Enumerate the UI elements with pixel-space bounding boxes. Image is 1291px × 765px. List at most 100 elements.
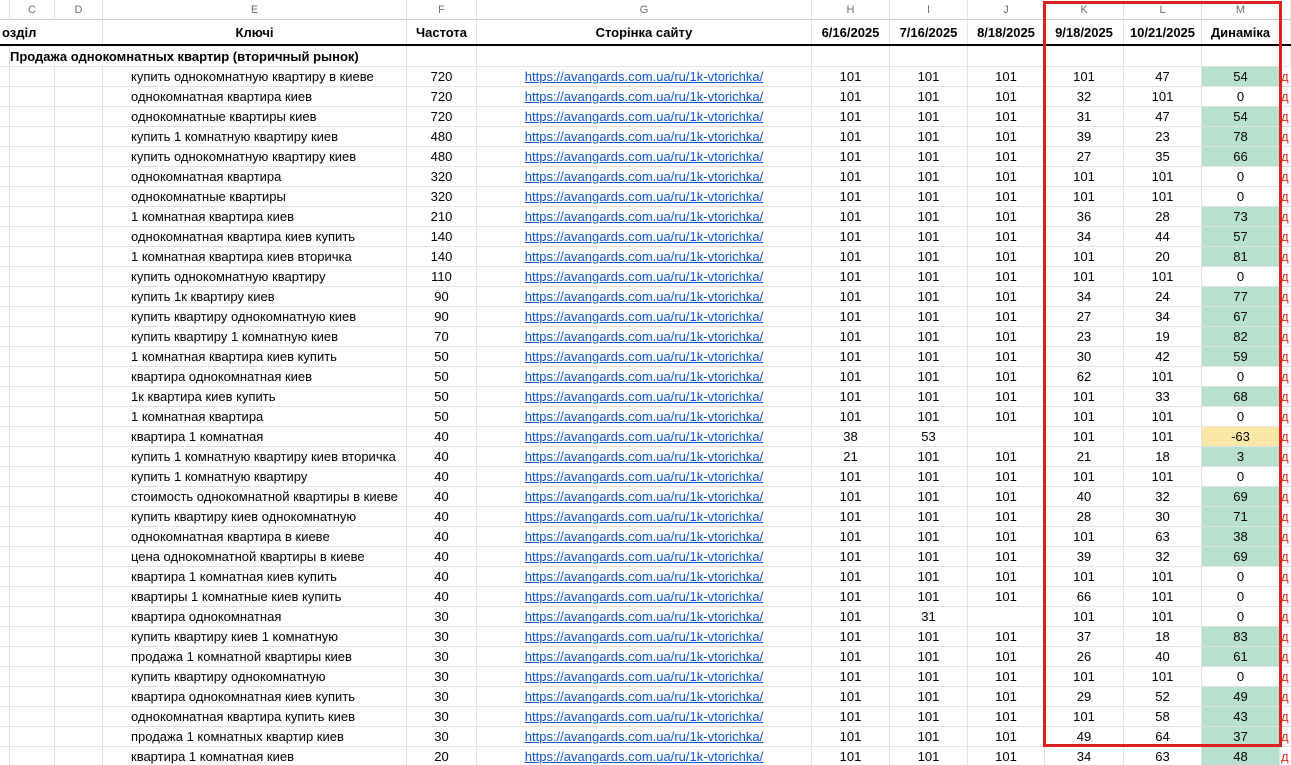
cell-key[interactable]: продажа 1 комнатной квартиры киев	[103, 647, 407, 667]
cell-page[interactable]: https://avangards.com.ua/ru/1k-vtorichka…	[477, 147, 812, 167]
cell-col-b[interactable]	[0, 487, 10, 507]
cell-position-2[interactable]: 101	[968, 627, 1045, 647]
cell-col-b[interactable]	[0, 267, 10, 287]
cell-position-2[interactable]: 101	[968, 107, 1045, 127]
cell-col-c[interactable]	[10, 467, 55, 487]
cell-col-c[interactable]	[10, 707, 55, 727]
cell-position-4[interactable]: 24	[1124, 287, 1202, 307]
cell-col-b[interactable]	[0, 427, 10, 447]
cell-position-3[interactable]: 101	[1045, 707, 1124, 727]
section-empty-cell[interactable]	[407, 46, 477, 67]
cell-position-1[interactable]: 101	[890, 107, 968, 127]
cell-page[interactable]: https://avangards.com.ua/ru/1k-vtorichka…	[477, 487, 812, 507]
cell-position-3[interactable]: 66	[1045, 587, 1124, 607]
cell-dynamics[interactable]: 61	[1202, 647, 1280, 667]
cell-position-4[interactable]: 101	[1124, 467, 1202, 487]
cell-page[interactable]: https://avangards.com.ua/ru/1k-vtorichka…	[477, 227, 812, 247]
cell-position-4[interactable]: 101	[1124, 587, 1202, 607]
cell-position-1[interactable]: 101	[890, 327, 968, 347]
cell-page[interactable]: https://avangards.com.ua/ru/1k-vtorichka…	[477, 387, 812, 407]
cell-position-2[interactable]: 101	[968, 227, 1045, 247]
cell-dynamics[interactable]: 78	[1202, 127, 1280, 147]
cell-position-2[interactable]: 101	[968, 567, 1045, 587]
cell-col-c[interactable]	[10, 207, 55, 227]
cell-frequency[interactable]: 40	[407, 547, 477, 567]
column-letter-I[interactable]: I	[890, 0, 968, 20]
cell-position-2[interactable]: 101	[968, 307, 1045, 327]
cell-key[interactable]: 1 комнатная квартира киев вторичка	[103, 247, 407, 267]
cell-col-d[interactable]	[55, 647, 103, 667]
cell-position-0[interactable]: 101	[812, 707, 890, 727]
cell-position-4[interactable]: 18	[1124, 627, 1202, 647]
cell-dynamics[interactable]: 0	[1202, 567, 1280, 587]
page-link[interactable]: https://avangards.com.ua/ru/1k-vtorichka…	[524, 149, 764, 164]
cell-page[interactable]: https://avangards.com.ua/ru/1k-vtorichka…	[477, 127, 812, 147]
cell-dynamics[interactable]: 0	[1202, 267, 1280, 287]
column-letter-M[interactable]: M	[1202, 0, 1280, 20]
cell-dynamics[interactable]: 71	[1202, 507, 1280, 527]
cell-position-4[interactable]: 19	[1124, 327, 1202, 347]
cell-page[interactable]: https://avangards.com.ua/ru/1k-vtorichka…	[477, 207, 812, 227]
cell-position-1[interactable]: 101	[890, 247, 968, 267]
cell-frequency[interactable]: 50	[407, 367, 477, 387]
cell-position-0[interactable]: 101	[812, 167, 890, 187]
cell-position-1[interactable]: 101	[890, 707, 968, 727]
cell-key[interactable]: 1 комнатная квартира киев	[103, 207, 407, 227]
cell-col-b[interactable]	[0, 187, 10, 207]
page-link[interactable]: https://avangards.com.ua/ru/1k-vtorichka…	[524, 549, 764, 564]
cell-col-b[interactable]	[0, 727, 10, 747]
cell-position-1[interactable]: 101	[890, 587, 968, 607]
cell-dynamics[interactable]: 43	[1202, 707, 1280, 727]
cell-frequency[interactable]: 110	[407, 267, 477, 287]
cell-position-3[interactable]: 101	[1045, 427, 1124, 447]
cell-col-b[interactable]	[0, 587, 10, 607]
cell-col-c[interactable]	[10, 727, 55, 747]
cell-position-2[interactable]: 101	[968, 447, 1045, 467]
cell-key[interactable]: однокомнатные квартиры киев	[103, 107, 407, 127]
cell-frequency[interactable]: 40	[407, 467, 477, 487]
cell-col-d[interactable]	[55, 507, 103, 527]
column-letter-partial-right[interactable]	[1280, 0, 1291, 20]
cell-col-c[interactable]	[10, 547, 55, 567]
cell-page[interactable]: https://avangards.com.ua/ru/1k-vtorichka…	[477, 747, 812, 765]
cell-page[interactable]: https://avangards.com.ua/ru/1k-vtorichka…	[477, 367, 812, 387]
cell-col-b[interactable]	[0, 507, 10, 527]
cell-key[interactable]: квартиры 1 комнатные киев купить	[103, 587, 407, 607]
cell-dynamics[interactable]: 0	[1202, 187, 1280, 207]
header-date-2[interactable]: 8/18/2025	[968, 20, 1045, 44]
section-empty-cell[interactable]	[1045, 46, 1124, 67]
cell-frequency[interactable]: 50	[407, 407, 477, 427]
cell-position-0[interactable]: 101	[812, 547, 890, 567]
cell-position-0[interactable]: 101	[812, 387, 890, 407]
cell-col-b[interactable]	[0, 567, 10, 587]
cell-page[interactable]: https://avangards.com.ua/ru/1k-vtorichka…	[477, 447, 812, 467]
cell-col-d[interactable]	[55, 487, 103, 507]
cell-col-b[interactable]	[0, 307, 10, 327]
cell-col-c[interactable]	[10, 687, 55, 707]
cell-dynamics[interactable]: 83	[1202, 627, 1280, 647]
cell-col-b[interactable]	[0, 447, 10, 467]
cell-page[interactable]: https://avangards.com.ua/ru/1k-vtorichka…	[477, 707, 812, 727]
cell-frequency[interactable]: 30	[407, 627, 477, 647]
page-link[interactable]: https://avangards.com.ua/ru/1k-vtorichka…	[524, 729, 764, 744]
cell-dynamics[interactable]: 0	[1202, 87, 1280, 107]
cell-col-b[interactable]	[0, 227, 10, 247]
page-link[interactable]: https://avangards.com.ua/ru/1k-vtorichka…	[524, 689, 764, 704]
cell-col-c[interactable]	[10, 87, 55, 107]
section-empty-cell[interactable]	[1124, 46, 1202, 67]
cell-col-b[interactable]	[0, 707, 10, 727]
cell-position-0[interactable]: 101	[812, 727, 890, 747]
cell-position-4[interactable]: 33	[1124, 387, 1202, 407]
cell-position-3[interactable]: 49	[1045, 727, 1124, 747]
cell-frequency[interactable]: 720	[407, 107, 477, 127]
cell-col-d[interactable]	[55, 327, 103, 347]
cell-page[interactable]: https://avangards.com.ua/ru/1k-vtorichka…	[477, 607, 812, 627]
page-link[interactable]: https://avangards.com.ua/ru/1k-vtorichka…	[524, 529, 764, 544]
cell-position-1[interactable]: 101	[890, 527, 968, 547]
cell-position-3[interactable]: 26	[1045, 647, 1124, 667]
header-date-4[interactable]: 10/21/2025	[1124, 20, 1202, 44]
cell-col-d[interactable]	[55, 167, 103, 187]
cell-position-3[interactable]: 28	[1045, 507, 1124, 527]
cell-col-d[interactable]	[55, 747, 103, 765]
cell-position-4[interactable]: 32	[1124, 547, 1202, 567]
